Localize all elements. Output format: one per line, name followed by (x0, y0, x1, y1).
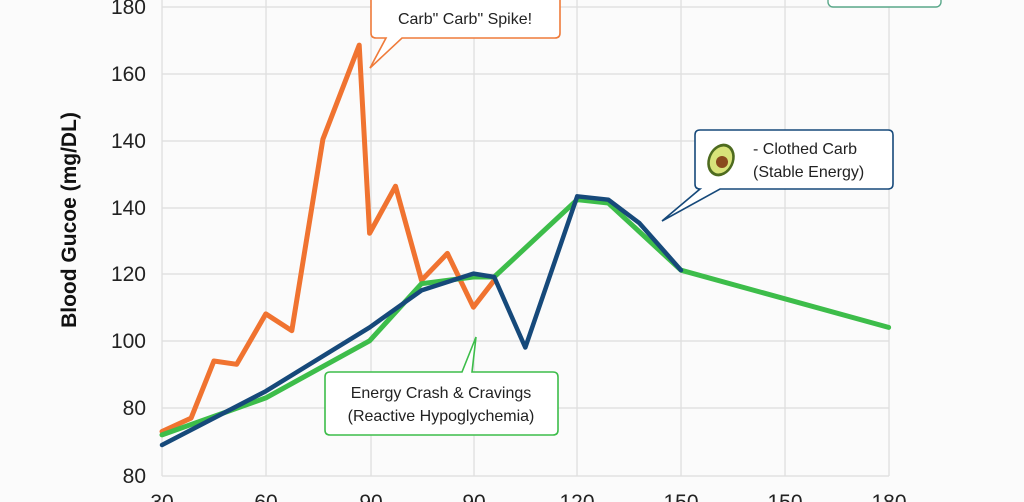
x-tick-label: 120 (559, 491, 594, 502)
clothed-carb-callout: - Clothed Carb (Stable Energy) (661, 129, 894, 222)
series-line-blue (159, 194, 684, 448)
y-axis-label: Blood Gucoe (mg/DL) (58, 112, 81, 328)
y-tick-label: 80 (123, 465, 146, 488)
spike-callout: Carb" Carb" Spike! (369, 0, 561, 69)
avocado-icon (707, 143, 735, 177)
y-tick-label: 140 (111, 197, 146, 220)
crash-callout-line2: (Reactive Hypoglychemia) (348, 408, 535, 425)
x-tick-label: 150 (767, 491, 802, 502)
clothed-carb-line1: - Clothed Carb (753, 141, 857, 158)
series-lines (159, 42, 892, 448)
legend-box (827, 0, 942, 8)
clothed-carb-line2: (Stable Energy) (753, 164, 864, 181)
y-tick-label: 180 (111, 0, 146, 19)
crash-callout: Energy Crash & Cravings (Reactive Hypogl… (324, 336, 559, 436)
x-tick-label: 90 (462, 491, 485, 502)
y-tick-label: 100 (111, 330, 146, 353)
x-tick-label: 60 (254, 491, 277, 502)
y-tick-labels: 80 80 100 120 140 140 160 180 (111, 0, 146, 488)
crash-callout-line1: Energy Crash & Cravings (351, 385, 532, 402)
x-tick-label: 90 (359, 491, 382, 502)
crash-callout-box (324, 336, 559, 436)
spike-callout-text: Carb" Carb" Spike! (398, 11, 532, 28)
series-line-orange (159, 42, 497, 434)
x-tick-label: 150 (663, 491, 698, 502)
x-tick-labels: 30 60 90 90 120 150 150 180 (150, 491, 906, 502)
spike-callout-box (369, 0, 561, 69)
x-tick-label: 30 (150, 491, 173, 502)
y-tick-label: 140 (111, 130, 146, 153)
y-tick-label: 120 (111, 263, 146, 286)
x-tick-label: 180 (871, 491, 906, 502)
y-tick-label: 80 (123, 397, 146, 420)
y-tick-label: 160 (111, 63, 146, 86)
